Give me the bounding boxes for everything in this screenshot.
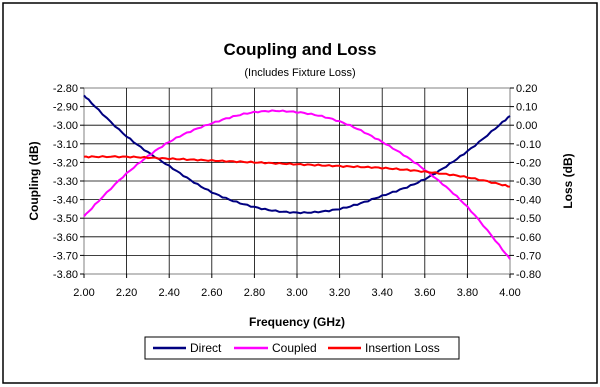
y-tick-label-right: -0.60 [516, 232, 541, 244]
y-tick-label-right: 0.20 [516, 83, 537, 95]
legend-label-coupled: Coupled [272, 341, 317, 355]
y-tick-label-left: -3.00 [53, 120, 78, 132]
x-tick-label: 3.00 [286, 287, 307, 299]
legend-box [144, 336, 460, 360]
x-tick-label: 3.40 [371, 287, 392, 299]
y-tick-label-right: -0.40 [516, 195, 541, 207]
x-tick-label: 4.00 [499, 287, 520, 299]
y-tick-label-right: 0.00 [516, 120, 537, 132]
y-tick-label-right: -0.30 [516, 176, 541, 188]
x-axis-label: Frequency (GHz) [249, 315, 345, 329]
y-tick-label-left: -3.30 [53, 176, 78, 188]
y-tick-label-left: -3.10 [53, 139, 78, 151]
y-tick-label-right: -0.20 [516, 157, 541, 169]
legend-items: Direct Coupled Insertion Loss [153, 341, 440, 355]
y-tick-label-left: -3.20 [53, 157, 78, 169]
x-tick-label: 2.40 [158, 287, 179, 299]
legend-label-insertion-loss: Insertion Loss [365, 341, 440, 355]
series-lines [83, 94, 511, 260]
y-axis-right-label: Loss (dB) [561, 153, 575, 208]
y-tick-label-left: -3.40 [53, 195, 78, 207]
x-tick-label: 3.80 [457, 287, 478, 299]
x-tick-label: 2.20 [116, 287, 137, 299]
y-tick-label-right: -0.70 [516, 250, 541, 262]
y-axis-left-label: Coupling (dB) [27, 141, 41, 220]
legend-label-direct: Direct [190, 341, 222, 355]
y-tick-label-left: -3.50 [53, 213, 78, 225]
y-tick-label-left: -3.60 [53, 232, 78, 244]
y-tick-label-right: 0.10 [516, 102, 537, 114]
y-tick-label-left: -2.90 [53, 102, 78, 114]
x-tick-label: 2.80 [244, 287, 265, 299]
x-tick-label: 2.00 [73, 287, 94, 299]
series-line-coupled [83, 109, 511, 260]
y-tick-label-right: -0.80 [516, 269, 541, 281]
y-tick-label-left: -3.80 [53, 269, 78, 281]
y-tick-label-right: -0.10 [516, 139, 541, 151]
y-tick-label-right: -0.50 [516, 213, 541, 225]
y-tick-label-left: -2.80 [53, 83, 78, 95]
gridlines [80, 87, 514, 278]
x-tick-label: 3.20 [329, 287, 350, 299]
x-tick-label: 2.60 [201, 287, 222, 299]
legend: Direct Coupled Insertion Loss [144, 336, 460, 360]
chart-subtitle: (Includes Fixture Loss) [244, 67, 355, 79]
tick-labels: 2.00 2.20 2.40 2.60 2.80 3.00 3.20 3.40 3.60 3.80… [53, 83, 541, 299]
series-line-insertion-loss [83, 155, 511, 188]
chart-title: Coupling and Loss [224, 40, 377, 59]
x-tick-label: 3.60 [414, 287, 435, 299]
y-tick-label-left: -3.70 [53, 250, 78, 262]
